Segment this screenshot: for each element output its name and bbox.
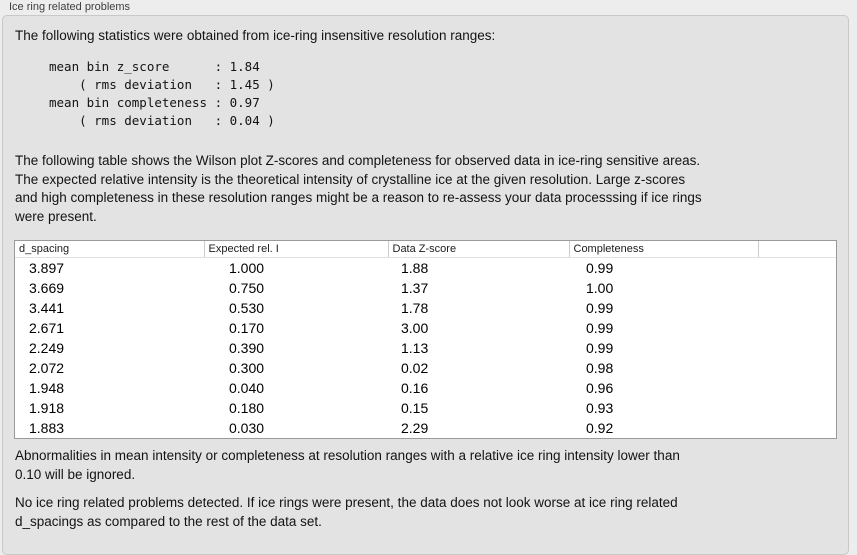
- table-cell: 0.170: [229, 320, 265, 336]
- table-cell: 0.02: [401, 360, 429, 376]
- table-cell: 0.530: [229, 300, 265, 316]
- table-cell: 0.99: [586, 340, 614, 356]
- table-cell: 1.00: [586, 280, 614, 296]
- ice-ring-panel: The following statistics were obtained f…: [2, 15, 849, 555]
- table-cell: 1.13: [401, 340, 429, 356]
- description-line: and high completeness in these resolutio…: [15, 190, 702, 205]
- table-row[interactable]: 2.671 0.170 3.00 0.99: [15, 318, 836, 338]
- table-cell: [758, 378, 836, 398]
- stats-line: mean bin completeness : 0.97: [49, 95, 260, 110]
- table-cell: 1.918: [29, 400, 65, 416]
- conclusion-line: No ice ring related problems detected. I…: [15, 495, 678, 510]
- table-row[interactable]: 2.072 0.300 0.02 0.98: [15, 358, 836, 378]
- table-cell: 0.180: [229, 400, 265, 416]
- stats-line: ( rms deviation : 1.45 ): [49, 77, 275, 92]
- table-cell: 1.000: [229, 260, 265, 276]
- table-cell: 0.390: [229, 340, 265, 356]
- stats-line: ( rms deviation : 0.04 ): [49, 113, 275, 128]
- column-header-empty[interactable]: [757, 241, 836, 258]
- table-cell: 1.78: [401, 300, 429, 316]
- table-cell: 0.99: [586, 300, 614, 316]
- table-cell: 2.072: [29, 360, 65, 376]
- table-cell: 0.040: [229, 380, 265, 396]
- column-header-data-z-score[interactable]: Data Z-score: [387, 241, 569, 258]
- column-header-d-spacing[interactable]: d_spacing: [15, 241, 204, 258]
- column-header-expected-rel-i[interactable]: Expected rel. I: [203, 241, 388, 258]
- table-cell: 0.92: [586, 420, 614, 436]
- table-row[interactable]: 1.883 0.030 2.29 0.92: [15, 418, 836, 438]
- table-row[interactable]: 2.249 0.390 1.13 0.99: [15, 338, 836, 358]
- table-cell: 3.00: [401, 320, 429, 336]
- stats-block: mean bin z_score : 1.84 ( rms deviation …: [49, 58, 836, 130]
- table-cell: [758, 318, 836, 338]
- description-text: The following table shows the Wilson plo…: [15, 152, 836, 226]
- abnormalities-line: Abnormalities in mean intensity or compl…: [15, 448, 680, 463]
- table-cell: [758, 338, 836, 358]
- table-cell: 3.669: [29, 280, 65, 296]
- description-line: The expected relative intensity is the t…: [15, 171, 686, 187]
- table-cell: [758, 258, 836, 279]
- table-cell: [758, 298, 836, 318]
- table-cell: 0.98: [586, 360, 614, 376]
- description-line: The following table shows the Wilson plo…: [15, 153, 701, 168]
- table-cell: [758, 418, 836, 438]
- table-cell: 0.96: [586, 380, 614, 396]
- table-cell: 3.897: [29, 260, 65, 276]
- table-cell: 2.671: [29, 320, 65, 336]
- table-row[interactable]: 1.948 0.040 0.16 0.96: [15, 378, 836, 398]
- abnormalities-line: 0.10 will be ignored.: [15, 466, 136, 482]
- table-row[interactable]: 1.918 0.180 0.15 0.93: [15, 398, 836, 418]
- panel-title: Ice ring related problems: [9, 1, 131, 13]
- intro-text: The following statistics were obtained f…: [15, 28, 496, 43]
- table-cell: 0.99: [586, 320, 614, 336]
- table-cell: 0.030: [229, 420, 265, 436]
- conclusion-line: d_spacings as compared to the rest of th…: [15, 513, 322, 529]
- table-cell: [758, 398, 836, 418]
- stats-line: mean bin z_score : 1.84: [49, 59, 260, 74]
- table-cell: 1.88: [401, 260, 429, 276]
- table-cell: 1.883: [29, 420, 65, 436]
- table-row[interactable]: 3.441 0.530 1.78 0.99: [15, 298, 836, 318]
- description-line: were present.: [15, 208, 97, 224]
- table-row[interactable]: 3.897 1.000 1.88 0.99: [15, 258, 836, 279]
- table-row[interactable]: 3.669 0.750 1.37 1.00: [15, 278, 836, 298]
- table-header-row: d_spacing Expected rel. I Data Z-score Comp…: [15, 241, 836, 258]
- column-header-completeness[interactable]: Completeness: [568, 241, 758, 258]
- table-cell: 2.29: [401, 420, 429, 436]
- table-cell: 3.441: [29, 300, 65, 316]
- table-cell: 2.249: [29, 340, 65, 356]
- table-cell: 0.750: [229, 280, 265, 296]
- abnormalities-text: Abnormalities in mean intensity or compl…: [15, 447, 836, 484]
- table-cell: 1.948: [29, 380, 65, 396]
- table-cell: 0.93: [586, 400, 614, 416]
- table-cell: 0.15: [401, 400, 429, 416]
- ice-ring-table: d_spacing Expected rel. I Data Z-score Comp…: [14, 240, 837, 439]
- table-cell: 0.99: [586, 260, 614, 276]
- table-cell: [758, 278, 836, 298]
- table-cell: 0.16: [401, 380, 429, 396]
- table-cell: [758, 358, 836, 378]
- conclusion-text: No ice ring related problems detected. I…: [15, 494, 836, 531]
- table-cell: 1.37: [401, 280, 429, 296]
- table-cell: 0.300: [229, 360, 265, 376]
- ice-ring-table-grid: d_spacing Expected rel. I Data Z-score Comp…: [15, 241, 836, 438]
